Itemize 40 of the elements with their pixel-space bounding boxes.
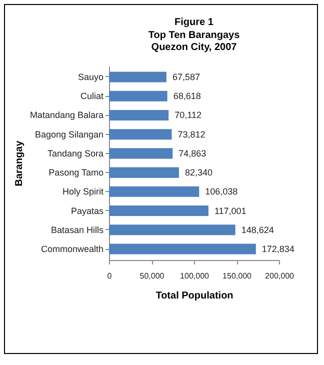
y-tick-label: Tandang Sora: [47, 148, 104, 158]
chart-title: Figure 1: [174, 17, 214, 28]
x-axis-title: Total Population: [156, 290, 234, 302]
chart-subtitle: Top Ten Barangays: [148, 30, 240, 41]
data-label: 70,112: [174, 110, 202, 120]
data-label: 82,340: [184, 168, 213, 178]
y-tick-label: Payatas: [70, 206, 104, 216]
y-tick-label: Matandang Balara: [30, 110, 104, 120]
data-label: 106,038: [205, 186, 238, 197]
y-tick-label: Holy Spirit: [62, 186, 104, 197]
x-tick-label: 200,000: [265, 272, 295, 280]
bar: [109, 129, 172, 140]
data-label: 117,001: [214, 206, 246, 216]
bar: [109, 72, 166, 82]
y-tick-label: Bagong Silangan: [34, 129, 104, 140]
y-tick-label: Pasong Tamo: [48, 168, 104, 178]
x-tick-label: 150,000: [222, 272, 252, 280]
data-label: 73,812: [178, 129, 206, 140]
data-label: 67,587: [172, 72, 200, 82]
data-label: 68,618: [173, 91, 201, 102]
x-tick-label: 100,000: [180, 272, 210, 280]
bar: [109, 186, 200, 197]
bar: [109, 224, 236, 236]
y-axis-title: Barangay: [14, 140, 25, 186]
x-tick-label: 0: [107, 272, 112, 280]
data-label: 172,834: [262, 244, 294, 254]
bar: [109, 90, 168, 102]
bar: [109, 110, 169, 120]
data-label: 148,624: [241, 224, 274, 235]
text: Quezon City, 2007: [151, 42, 238, 53]
bar: [109, 206, 208, 216]
x-tick-label: 50,000: [140, 272, 165, 280]
bar: [109, 167, 179, 178]
y-tick-label: Culiat: [80, 91, 104, 102]
bar: [109, 148, 173, 159]
y-tick-label: Batasan Hills: [50, 224, 104, 235]
y-tick-label: Sauyo: [78, 72, 104, 82]
bar: [109, 244, 256, 254]
y-tick-label: Commonwealth: [40, 244, 104, 254]
data-label: 74,863: [178, 148, 206, 158]
